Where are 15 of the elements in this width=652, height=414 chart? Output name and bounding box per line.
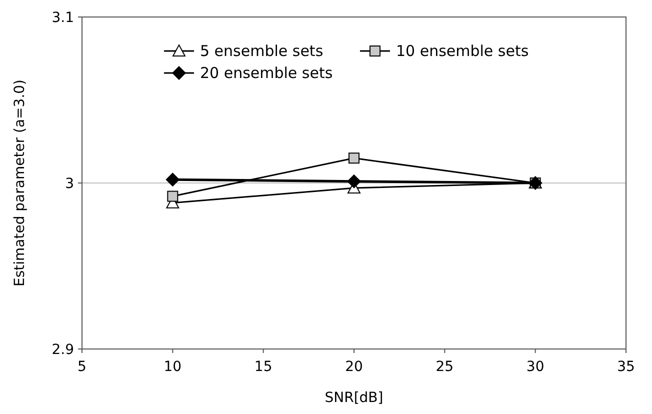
x-axis-title: SNR[dB] <box>324 390 384 406</box>
y-tick-label: 3 <box>65 176 74 192</box>
x-tick-label: 5 <box>78 359 86 375</box>
x-tick-label: 30 <box>526 359 544 375</box>
y-axis-title: Estimated parameter (a=3.0) <box>12 79 28 287</box>
x-tick-label: 15 <box>254 359 272 375</box>
x-tick-label: 35 <box>617 359 635 375</box>
legend-label: 20 ensemble sets <box>200 64 333 82</box>
y-tick-label: 2.9 <box>52 342 74 358</box>
x-tick-label: 20 <box>345 359 363 375</box>
legend-label: 10 ensemble sets <box>396 42 529 60</box>
x-tick-label: 25 <box>436 359 454 375</box>
x-tick-label: 10 <box>164 359 182 375</box>
legend-label: 5 ensemble sets <box>200 42 324 60</box>
y-tick-label: 3.1 <box>52 10 74 26</box>
